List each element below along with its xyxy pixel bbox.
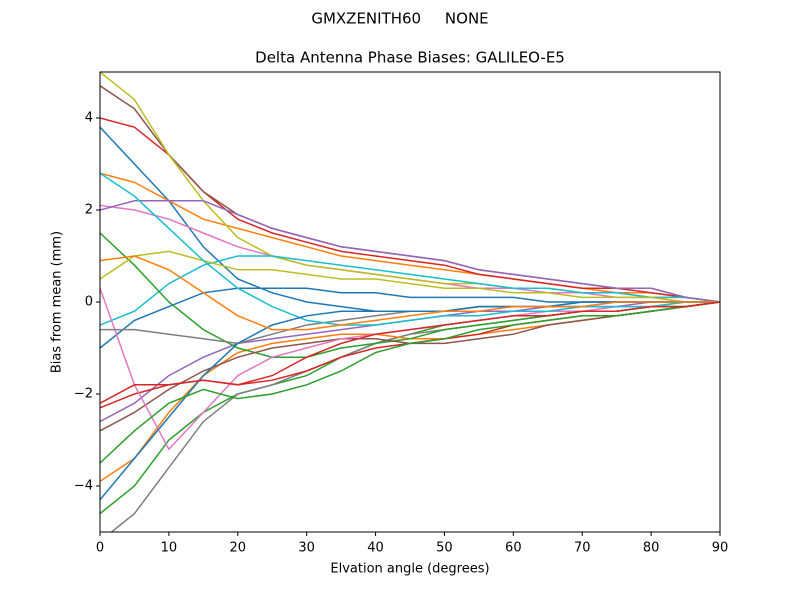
x-tick-label: 70 [574, 541, 591, 556]
suptitle: GMXZENITH60 NONE [311, 10, 488, 28]
series-line [100, 172, 720, 326]
x-tick-label: 10 [161, 541, 178, 556]
x-tick-label: 60 [505, 541, 522, 556]
y-tick-label: −4 [74, 479, 93, 494]
x-tick-label: 50 [436, 541, 453, 556]
y-tick-label: 0 [85, 295, 93, 310]
series-line [100, 255, 720, 326]
y-tick-label: −2 [74, 387, 93, 402]
x-tick-label: 20 [230, 541, 247, 556]
series-line [100, 301, 720, 404]
x-tick-label: 40 [367, 541, 384, 556]
series-line [100, 255, 720, 331]
lines [100, 72, 720, 532]
y-tick-label: 2 [85, 203, 93, 218]
x-axis-label: Elvation angle (degrees) [330, 562, 489, 577]
x-tick-label: 0 [96, 541, 104, 556]
series-line [100, 200, 720, 303]
chart-title: Delta Antenna Phase Biases: GALILEO-E5 [255, 49, 565, 67]
series-line [100, 301, 720, 464]
x-tick-label: 90 [712, 541, 729, 556]
x-tick-label: 30 [298, 541, 315, 556]
x-tick-label: 80 [643, 541, 660, 556]
y-axis-label: Bias from mean (mm) [50, 231, 65, 373]
y-tick-label: 4 [85, 111, 93, 126]
